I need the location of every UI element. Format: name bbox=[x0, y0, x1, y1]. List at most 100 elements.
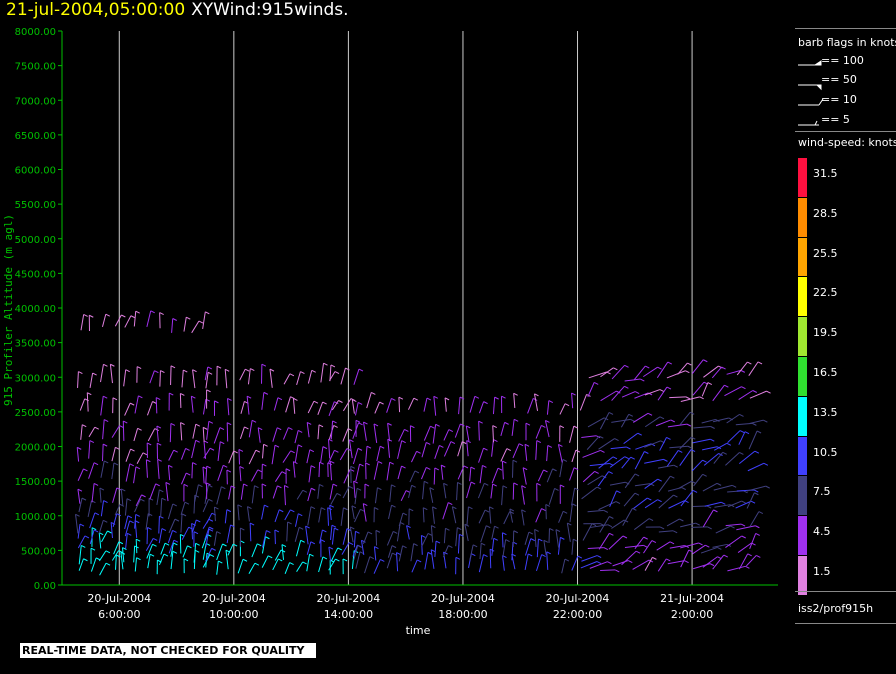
wind-barb bbox=[621, 550, 641, 566]
wind-barb bbox=[318, 507, 326, 523]
wind-barb bbox=[330, 492, 342, 505]
wind-barb bbox=[274, 471, 287, 482]
wind-barb bbox=[343, 468, 355, 484]
wind-barb bbox=[320, 539, 326, 558]
wind-barb bbox=[579, 393, 591, 411]
wind-barb bbox=[571, 538, 578, 555]
wind-barb bbox=[546, 400, 554, 415]
wind-barb bbox=[202, 466, 208, 484]
wind-barb bbox=[330, 524, 337, 540]
wind-barb bbox=[269, 368, 275, 388]
wind-barb bbox=[134, 557, 141, 572]
wind-barb bbox=[691, 526, 712, 530]
wind-barb bbox=[440, 464, 446, 480]
wind-barb bbox=[589, 561, 612, 569]
wind-barb bbox=[342, 428, 353, 442]
wind-barb bbox=[444, 397, 450, 412]
wind-barb bbox=[134, 395, 143, 414]
wind-barb bbox=[216, 486, 226, 505]
wind-barb bbox=[353, 480, 358, 498]
wind-barb bbox=[478, 509, 490, 524]
wind-barb bbox=[134, 514, 140, 529]
wind-barb bbox=[386, 552, 397, 569]
wind-barb bbox=[512, 459, 518, 478]
wind-barb bbox=[80, 424, 87, 440]
wind-barb bbox=[239, 466, 244, 482]
wind-barb bbox=[249, 522, 255, 542]
wind-barb bbox=[202, 426, 208, 442]
wind-barb bbox=[749, 511, 764, 527]
wind-barb bbox=[657, 386, 672, 401]
speed-swatch bbox=[798, 436, 807, 476]
wind-barb bbox=[704, 501, 726, 507]
wind-barb bbox=[134, 498, 145, 513]
wind-barb bbox=[387, 545, 397, 558]
wind-barb bbox=[522, 467, 528, 485]
x-tick-time: 14:00:00 bbox=[324, 608, 373, 621]
wind-barb bbox=[669, 396, 691, 400]
wind-barb bbox=[622, 507, 637, 526]
wind-barb bbox=[680, 490, 698, 507]
wind-barb bbox=[469, 395, 480, 413]
wind-barb bbox=[101, 313, 110, 328]
wind-barb bbox=[702, 509, 718, 528]
wind-barb bbox=[262, 530, 271, 548]
wind-barb bbox=[294, 429, 303, 444]
wind-barb bbox=[738, 450, 760, 464]
wind-barb bbox=[712, 384, 729, 402]
wind-barb bbox=[169, 422, 176, 443]
wind-barb bbox=[180, 447, 190, 460]
wind-barb bbox=[272, 427, 282, 442]
wind-barb bbox=[478, 401, 488, 414]
wind-barb bbox=[125, 448, 135, 462]
wind-barb bbox=[89, 372, 97, 388]
wind-barb bbox=[667, 487, 686, 492]
wind-barb bbox=[90, 547, 96, 564]
wind-barb bbox=[544, 420, 550, 438]
wind-barb bbox=[524, 531, 534, 545]
wind-barb bbox=[170, 550, 178, 570]
wind-barb bbox=[121, 547, 127, 563]
wind-barb bbox=[226, 469, 232, 485]
wind-barb bbox=[307, 400, 319, 414]
wind-barb bbox=[340, 507, 348, 526]
speed-swatch bbox=[798, 357, 807, 396]
wind-barb bbox=[156, 489, 164, 506]
vertical-grid bbox=[118, 31, 693, 585]
wind-barb bbox=[512, 482, 518, 500]
header: 21-jul-2004,05:00:00 XYWind:915winds. bbox=[6, 0, 349, 20]
wind-barb bbox=[559, 403, 570, 415]
wind-barb bbox=[657, 558, 671, 572]
wind-barb bbox=[466, 506, 473, 526]
wind-barb bbox=[112, 397, 118, 414]
wind-barb bbox=[305, 525, 310, 545]
wind-barb bbox=[587, 381, 599, 398]
wind-barb bbox=[237, 504, 243, 521]
wind-barb bbox=[658, 494, 678, 509]
wind-barb bbox=[442, 545, 453, 558]
wind-barb bbox=[206, 420, 214, 440]
wind-barb bbox=[677, 362, 692, 375]
wind-barb bbox=[342, 486, 354, 499]
wind-barb bbox=[656, 541, 675, 551]
wind-barb bbox=[294, 526, 304, 542]
wind-barb bbox=[168, 392, 174, 411]
wind-barb bbox=[286, 521, 292, 542]
legend-separator bbox=[795, 623, 896, 624]
wind-barb bbox=[571, 555, 583, 571]
wind-barb bbox=[282, 450, 295, 463]
wind-barb bbox=[501, 460, 507, 480]
wind-barb bbox=[442, 502, 453, 520]
wind-barb bbox=[374, 401, 384, 414]
wind-barb bbox=[190, 395, 196, 413]
wind-barb bbox=[213, 531, 221, 546]
wind-barb bbox=[533, 393, 539, 411]
wind-barb bbox=[692, 505, 712, 509]
wind-barb bbox=[608, 535, 628, 550]
wind-barb bbox=[725, 452, 744, 466]
wind-barb bbox=[115, 554, 121, 570]
wind-barb bbox=[156, 442, 162, 459]
wind-barb bbox=[167, 529, 177, 544]
wind-barb bbox=[90, 557, 101, 572]
x-tick-date: 20-Jul-2004 bbox=[546, 592, 610, 605]
